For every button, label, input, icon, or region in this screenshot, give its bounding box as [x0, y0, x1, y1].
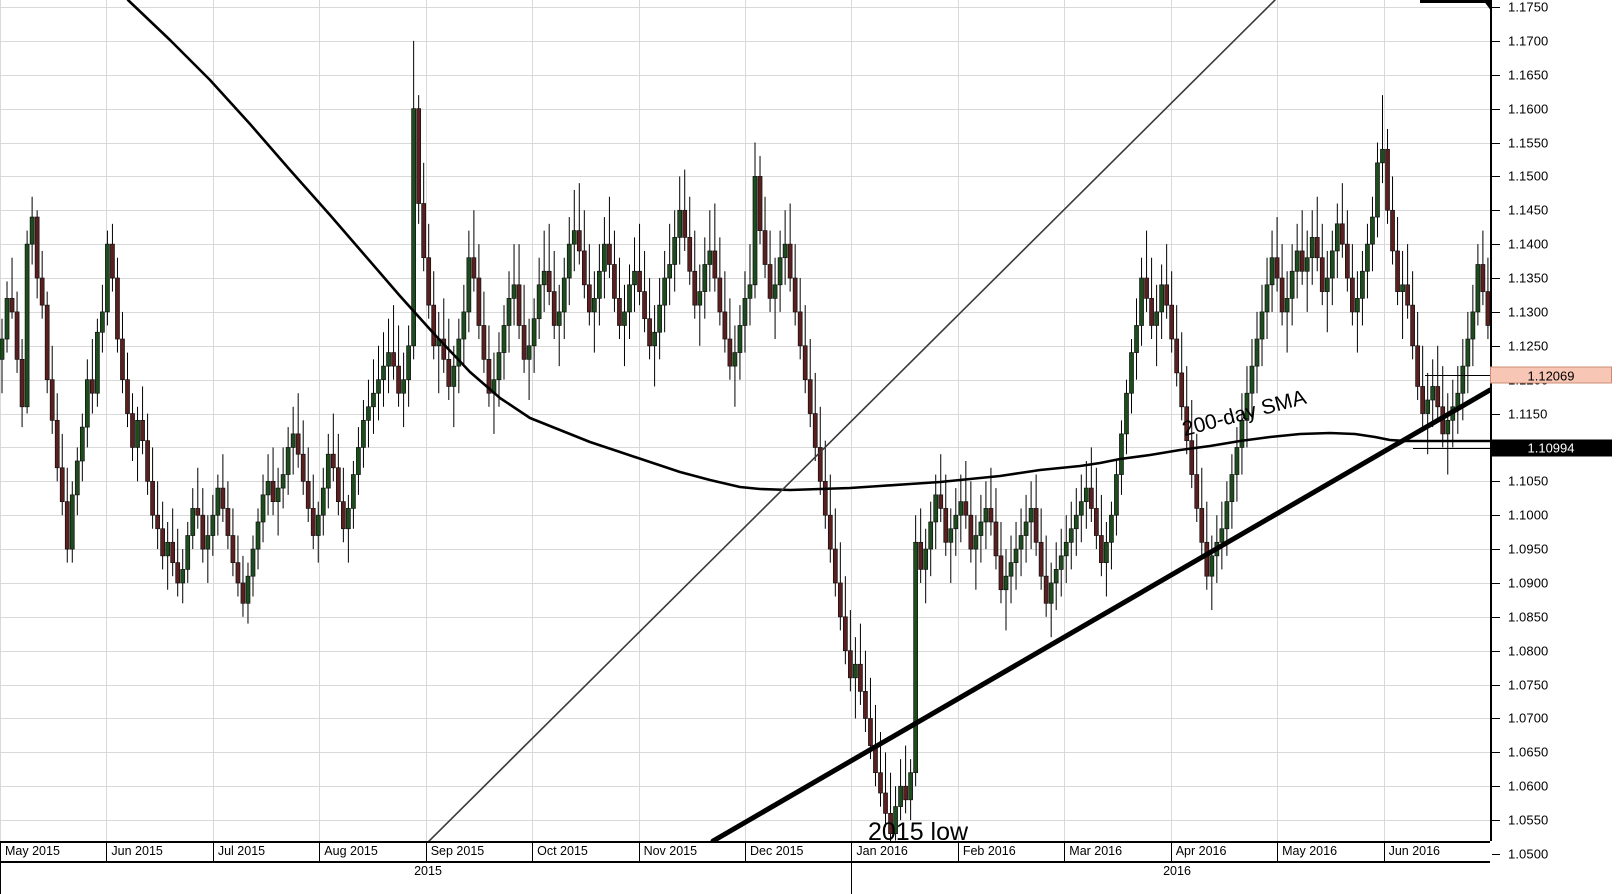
current-price-marker[interactable]: 1.12069: [1490, 366, 1612, 384]
price-tick-label: 1.0700: [1508, 710, 1549, 726]
price-tick-label: 1.0900: [1508, 575, 1549, 591]
time-tick-label: Aug 2015: [324, 844, 378, 858]
price-tick-label: 1.0550: [1508, 812, 1549, 828]
price-tick: [1492, 143, 1500, 144]
price-tick: [1492, 414, 1500, 415]
price-tick: [1492, 617, 1500, 618]
price-tick-label: 1.1650: [1508, 67, 1549, 83]
price-tick: [1492, 786, 1500, 787]
time-tick-separator: [1277, 843, 1278, 861]
time-axis-line-top: [0, 841, 1490, 843]
time-tick-label: Apr 2016: [1175, 844, 1227, 858]
2015-low-annotation-label: 2015 low: [868, 818, 969, 841]
price-tick-label: 1.0600: [1508, 778, 1549, 794]
price-tick: [1492, 7, 1500, 8]
price-tick-label: 1.1000: [1508, 507, 1549, 523]
time-tick-label: Jun 2015: [111, 844, 163, 858]
candlestick-series: [0, 40, 1490, 841]
time-tick-separator: [106, 843, 107, 861]
price-tick-label: 1.1700: [1508, 33, 1549, 49]
time-tick-label: May 2015: [5, 844, 60, 858]
time-tick-separator: [1384, 843, 1385, 861]
price-tick: [1492, 278, 1500, 279]
time-tick-separator: [0, 843, 1, 861]
price-tick: [1492, 75, 1500, 76]
time-tick-label: Dec 2015: [750, 844, 804, 858]
time-tick-label: Jan 2016: [856, 844, 908, 858]
price-tick-label: 1.0500: [1508, 846, 1549, 862]
time-tick-separator: [319, 843, 320, 861]
time-tick-separator: [958, 843, 959, 861]
price-tick-label: 1.1300: [1508, 304, 1549, 320]
time-tick-label: May 2016: [1282, 844, 1338, 858]
time-tick-separator: [1171, 843, 1172, 861]
gridlines: [0, 0, 1490, 841]
price-tick-label: 1.0650: [1508, 744, 1549, 760]
time-tick-label: Nov 2015: [643, 844, 698, 858]
price-tick-label: 1.1350: [1508, 270, 1549, 286]
time-tick-separator: [532, 843, 533, 861]
time-tick-separator: [851, 843, 852, 861]
price-tick: [1492, 820, 1500, 821]
price-tick-label: 1.1150: [1508, 406, 1548, 422]
price-tick-label: 1.0850: [1508, 609, 1549, 625]
year-label: 2015: [414, 864, 442, 878]
price-tick-label: 1.1600: [1508, 101, 1549, 117]
price-tick: [1492, 752, 1500, 753]
price-axis-line: [1490, 0, 1492, 841]
price-tick: [1492, 109, 1500, 110]
time-axis-line-bottom: [0, 861, 1490, 863]
price-tick-label: 1.1400: [1508, 236, 1549, 252]
price-tick: [1492, 515, 1500, 516]
time-tick-label: Feb 2016: [962, 844, 1016, 858]
chart-canvas: [0, 0, 1490, 841]
price-tick-label: 1.1750: [1508, 0, 1549, 15]
time-tick-separator: [213, 843, 214, 861]
price-tick-label: 1.0800: [1508, 643, 1549, 659]
price-tick: [1492, 41, 1500, 42]
price-tick-label: 1.1550: [1508, 135, 1549, 151]
price-tick-label: 1.1050: [1508, 473, 1549, 489]
price-tick: [1492, 549, 1500, 550]
price-tick: [1492, 346, 1500, 347]
year-separator: [0, 863, 1, 894]
year-separator: [851, 863, 852, 894]
price-tick: [1492, 651, 1500, 652]
price-tick: [1492, 854, 1500, 855]
price-tick-label: 1.1250: [1508, 338, 1549, 354]
price-tick: [1492, 244, 1500, 245]
price-tick-label: 1.0950: [1508, 541, 1549, 557]
price-tick: [1492, 210, 1500, 211]
sma-price-marker[interactable]: 1.10994: [1490, 439, 1612, 457]
price-tick: [1492, 176, 1500, 177]
price-axis[interactable]: 1.1750 1.1700 1.1650 1.1600 1.1550 1.1500 1.14…: [1490, 0, 1617, 862]
price-marker-lines: [1413, 375, 1490, 449]
time-tick-label: Sep 2015: [430, 844, 485, 858]
price-tick: [1492, 685, 1500, 686]
time-tick-separator: [1064, 843, 1065, 861]
time-tick-separator: [426, 843, 427, 861]
time-tick-label: Jul 2015: [217, 844, 266, 858]
price-tick: [1492, 583, 1500, 584]
price-tick: [1492, 312, 1500, 313]
time-tick-separator: [639, 843, 640, 861]
time-axis[interactable]: May 2015 Jun 2015 Jul 2015 Aug 2015 Sep 2015…: [0, 841, 1490, 894]
year-label: 2016: [1163, 864, 1191, 878]
time-tick-label: Mar 2016: [1069, 844, 1123, 858]
time-tick-label: Jun 2016: [1388, 844, 1440, 858]
chart-plot-area[interactable]: 200-day SMA 2015 low: [0, 0, 1490, 841]
time-tick-separator: [745, 843, 746, 861]
overlay-lines: [126, 0, 1490, 841]
price-tick-label: 1.1450: [1508, 202, 1549, 218]
price-tick-label: 1.1500: [1508, 168, 1549, 184]
price-tick: [1492, 481, 1500, 482]
price-tick: [1492, 718, 1500, 719]
price-tick-label: 1.0750: [1508, 677, 1549, 693]
time-tick-label: Oct 2015: [537, 844, 588, 858]
